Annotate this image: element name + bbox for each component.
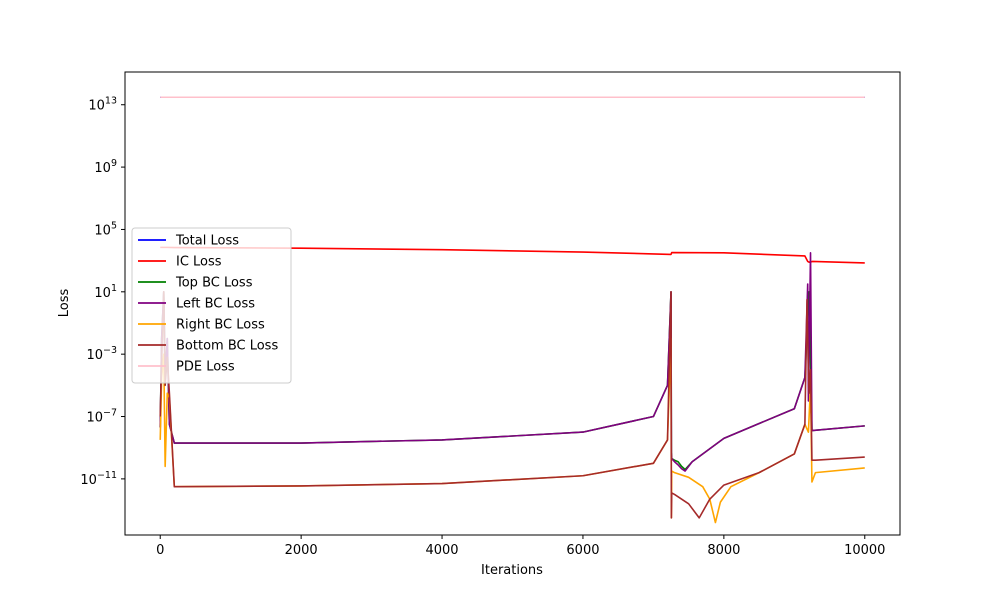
y-tick-label: 101: [94, 283, 117, 301]
y-tick-label: 105: [94, 220, 117, 238]
y-tick-label: 10−7: [86, 408, 117, 426]
x-axis: 0 2000 4000 6000 8000 10000: [156, 535, 885, 558]
legend-label: Top BC Loss: [175, 276, 253, 291]
legend-label: IC Loss: [176, 255, 222, 270]
y-tick-label: 10−3: [86, 345, 117, 363]
x-tick-label: 6000: [566, 543, 599, 558]
legend-label: Total Loss: [175, 234, 239, 249]
legend: Total Loss IC Loss Top BC Loss Left BC Loss…: [131, 227, 292, 384]
legend-box: [131, 227, 292, 384]
y-tick-label: 10−11: [80, 470, 117, 488]
y-axis-label: Loss: [57, 289, 72, 318]
legend-label: Left BC Loss: [176, 297, 255, 312]
y-axis: 10−11 10−7 10−3 101 105 109 1013: [80, 96, 125, 488]
x-tick-label: 0: [156, 543, 164, 558]
x-axis-label: Iterations: [481, 563, 543, 578]
legend-label: PDE Loss: [176, 360, 235, 375]
plot-frame: [124, 71, 901, 536]
series-bottom-bc-loss: [159, 291, 865, 519]
y-tick-label: 109: [94, 158, 117, 176]
legend-label: Bottom BC Loss: [176, 339, 278, 354]
legend-label: Right BC Loss: [176, 318, 265, 333]
y-tick-label: 1013: [88, 96, 117, 114]
x-tick-label: 4000: [425, 543, 458, 558]
x-tick-label: 8000: [707, 543, 740, 558]
x-tick-label: 10000: [844, 543, 885, 558]
x-tick-label: 2000: [285, 543, 318, 558]
